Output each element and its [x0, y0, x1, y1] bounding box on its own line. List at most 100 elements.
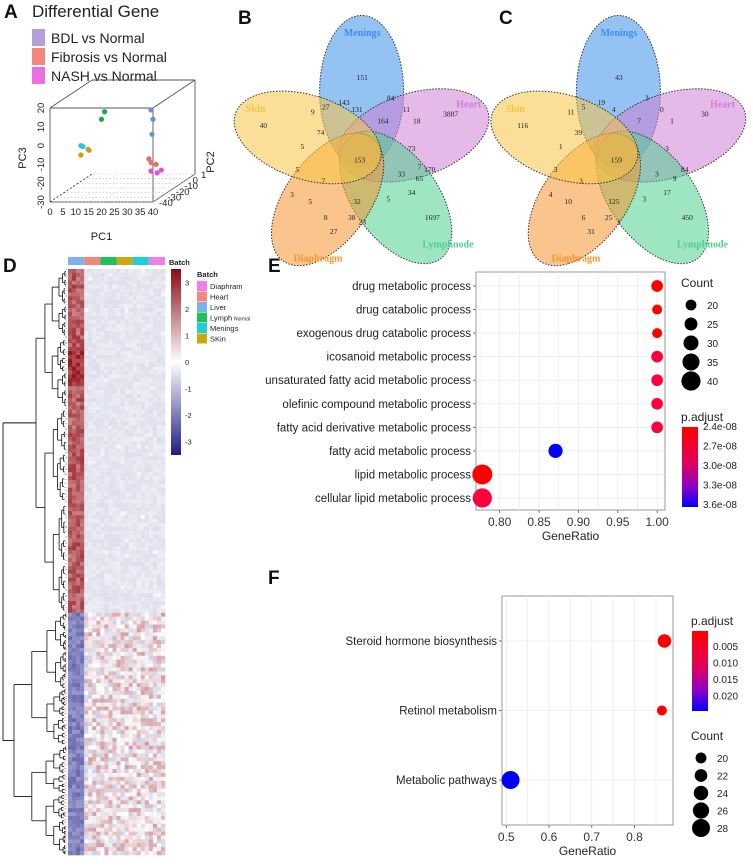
heatmap-cell — [96, 386, 101, 391]
heatmap-cell — [72, 394, 77, 399]
heatmap-cell — [120, 511, 125, 516]
heatmap-cell — [148, 569, 154, 575]
heatmap-cell — [120, 472, 125, 477]
heatmap-cell — [152, 425, 158, 430]
heatmap-cell — [160, 397, 166, 403]
heatmap-cell — [92, 335, 97, 340]
size-legend-label: 25 — [707, 320, 719, 331]
heatmap-cell — [132, 667, 138, 672]
heatmap-cell — [144, 284, 150, 289]
heatmap-cell — [72, 808, 77, 813]
heatmap-cell — [112, 608, 117, 614]
heatmap-cell — [132, 632, 138, 637]
heatmap-cell — [140, 468, 146, 473]
heatmap-cell — [108, 679, 113, 684]
heatmap-cell — [96, 683, 101, 688]
heatmap-cell — [120, 706, 125, 711]
heatmap-cell — [120, 515, 125, 520]
heatmap-cell — [84, 784, 89, 789]
heatmap-cell — [148, 577, 154, 582]
heatmap-cell — [128, 546, 133, 551]
heatmap-cell — [80, 554, 85, 559]
heatmap-cell — [80, 515, 85, 520]
heatmap-cell — [108, 284, 113, 289]
heatmap-cell — [136, 358, 142, 364]
heatmap-cell — [100, 515, 105, 520]
heatmap-cell — [100, 354, 105, 360]
venn-region-count: 5 — [582, 103, 586, 112]
heatmap-cell — [104, 823, 109, 828]
heatmap-cell — [68, 354, 73, 360]
heatmap-cell — [144, 534, 150, 539]
color-legend-tick: 0.020 — [713, 692, 738, 703]
heatmap-cell — [160, 362, 166, 367]
venn-region-count: 159 — [611, 156, 623, 165]
heatmap-cell — [144, 530, 150, 535]
heatmap-cell — [96, 272, 101, 278]
heatmap-cell — [160, 593, 166, 598]
heatmap-cell — [128, 784, 133, 789]
heatmap-cell — [132, 476, 138, 481]
heatmap-cell — [124, 690, 129, 696]
heatmap-cell — [124, 562, 129, 567]
heatmap-cell — [140, 749, 146, 754]
heatmap-cell — [100, 370, 105, 375]
heatmap-cell — [116, 284, 121, 289]
heatmap-cell — [72, 745, 77, 750]
heatmap-cell — [68, 788, 73, 793]
heatmap-cell — [112, 796, 117, 801]
heatmap-cell — [144, 761, 150, 766]
heatmap-cell — [76, 479, 81, 485]
heatmap-cell — [120, 737, 125, 743]
heatmap-cell — [92, 640, 97, 645]
heatmap-cell — [84, 706, 89, 711]
heatmap-cell — [84, 604, 89, 610]
heatmap-cell — [116, 632, 121, 637]
heatmap-cell — [100, 530, 105, 535]
heatmap-cell — [72, 483, 77, 489]
heatmap-cell — [112, 636, 117, 641]
heatmap-cell — [76, 507, 81, 512]
heatmap-cell — [148, 843, 154, 848]
heatmap-cell — [156, 597, 162, 602]
heatmap-cell — [108, 616, 113, 621]
heatmap-cell — [104, 429, 109, 434]
heatmap-cell — [100, 679, 105, 684]
heatmap-cell — [116, 487, 121, 492]
heatmap-cell — [128, 776, 133, 782]
heatmap-cell — [84, 843, 89, 848]
heatmap-cell — [76, 370, 81, 375]
pca-title: Differential Gene — [32, 2, 160, 21]
heatmap-cell — [84, 562, 89, 567]
heatmap-cell — [152, 374, 158, 379]
heatmap-cell — [92, 319, 97, 324]
heatmap-cell — [68, 585, 73, 590]
heatmap-cell — [92, 394, 97, 399]
heatmap-cell — [108, 534, 113, 539]
heatmap-cell — [88, 487, 93, 492]
heatmap-cell — [104, 335, 109, 340]
heatmap-cell — [96, 347, 101, 352]
heatmap-cell — [136, 304, 142, 309]
heatmap-cell — [96, 671, 101, 676]
size-legend-label: 28 — [717, 824, 729, 835]
heatmap-cell — [144, 378, 150, 383]
heatmap-cell — [128, 460, 133, 465]
legend-swatch — [32, 29, 45, 46]
heatmap-cell — [144, 573, 150, 578]
heatmap-cell — [124, 323, 129, 328]
heatmap-cell — [132, 538, 138, 543]
heatmap-cell — [148, 476, 154, 481]
heatmap-cell — [156, 436, 162, 442]
heatmap-cell — [68, 530, 73, 535]
heatmap-cell — [108, 765, 113, 770]
heatmap-cell — [136, 710, 142, 715]
heatmap-cell — [76, 499, 81, 504]
heatmap-cell — [88, 468, 93, 473]
heatmap-cell — [160, 327, 166, 332]
heatmap-cell — [112, 644, 117, 649]
heatmap-cell — [96, 444, 101, 450]
heatmap-cell — [116, 534, 121, 539]
heatmap-cell — [68, 843, 73, 848]
